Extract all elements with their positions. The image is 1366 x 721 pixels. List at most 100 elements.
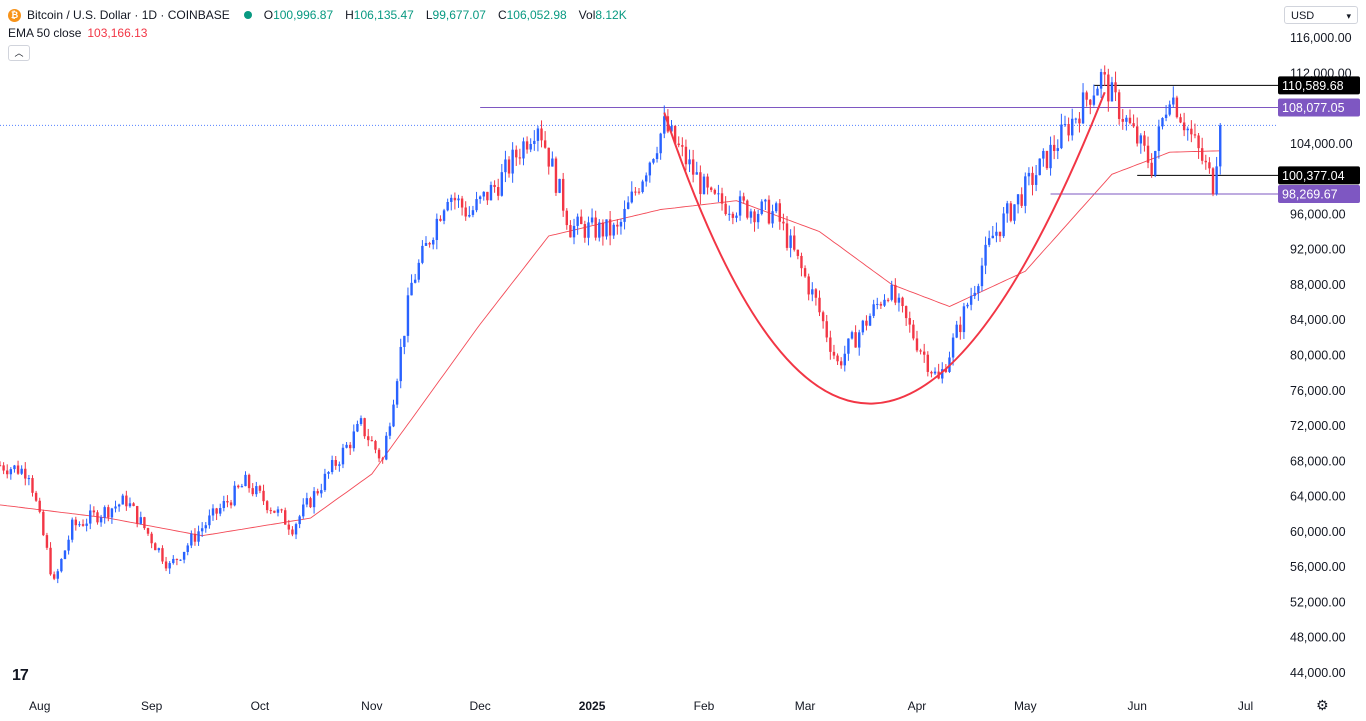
- candle[interactable]: [655, 146, 659, 163]
- candle[interactable]: [89, 504, 92, 530]
- candle[interactable]: [977, 283, 980, 301]
- candle[interactable]: [987, 230, 991, 248]
- candle[interactable]: [312, 487, 316, 514]
- candle[interactable]: [811, 282, 814, 302]
- candle[interactable]: [215, 507, 218, 521]
- candle[interactable]: [1161, 117, 1164, 130]
- candle[interactable]: [1024, 172, 1027, 214]
- candle[interactable]: [540, 120, 543, 148]
- candle[interactable]: [450, 194, 453, 211]
- candle[interactable]: [608, 210, 612, 246]
- currency-select[interactable]: USD ▾: [1284, 6, 1358, 24]
- candle[interactable]: [572, 218, 576, 245]
- candle[interactable]: [258, 484, 262, 494]
- candle[interactable]: [901, 296, 904, 313]
- candle[interactable]: [731, 211, 735, 225]
- candle[interactable]: [363, 417, 366, 439]
- candle[interactable]: [774, 201, 778, 214]
- candle[interactable]: [923, 343, 926, 363]
- candle[interactable]: [1071, 108, 1074, 141]
- candle[interactable]: [547, 147, 550, 175]
- candle[interactable]: [973, 285, 976, 300]
- candle[interactable]: [825, 314, 828, 343]
- candle[interactable]: [139, 511, 142, 525]
- candle[interactable]: [663, 105, 666, 139]
- candle[interactable]: [691, 149, 695, 183]
- candle[interactable]: [435, 213, 439, 250]
- candle[interactable]: [829, 330, 832, 360]
- candle[interactable]: [9, 467, 13, 480]
- candle[interactable]: [858, 329, 861, 356]
- candle[interactable]: [287, 519, 291, 535]
- candle[interactable]: [590, 208, 594, 225]
- candle[interactable]: [525, 136, 529, 154]
- candle[interactable]: [951, 333, 955, 366]
- candle[interactable]: [785, 216, 789, 251]
- candle[interactable]: [962, 302, 966, 339]
- candle[interactable]: [1157, 119, 1161, 159]
- candle[interactable]: [1219, 123, 1222, 175]
- candle[interactable]: [504, 150, 507, 183]
- candle[interactable]: [912, 320, 915, 341]
- candle[interactable]: [348, 442, 352, 455]
- candle[interactable]: [428, 241, 431, 248]
- candle[interactable]: [20, 465, 23, 475]
- candle[interactable]: [222, 495, 226, 512]
- candle[interactable]: [1197, 132, 1200, 159]
- candle[interactable]: [533, 130, 536, 151]
- candle[interactable]: [1078, 112, 1081, 133]
- candle[interactable]: [652, 158, 655, 165]
- candle[interactable]: [641, 179, 644, 194]
- symbol-title[interactable]: Bitcoin / U.S. Dollar · 1D · COINBASE: [27, 8, 230, 22]
- candle[interactable]: [554, 156, 558, 196]
- candle[interactable]: [442, 208, 446, 225]
- candle[interactable]: [1042, 148, 1045, 167]
- candle[interactable]: [388, 422, 392, 440]
- candle[interactable]: [327, 471, 330, 479]
- candle[interactable]: [995, 222, 998, 243]
- candle[interactable]: [735, 212, 738, 223]
- candle[interactable]: [1085, 90, 1088, 107]
- candle[interactable]: [385, 432, 388, 461]
- candle[interactable]: [197, 525, 200, 546]
- candle[interactable]: [6, 464, 9, 479]
- candle[interactable]: [1016, 194, 1020, 214]
- candle[interactable]: [67, 535, 70, 555]
- candle[interactable]: [1204, 154, 1207, 170]
- candle[interactable]: [1074, 117, 1078, 124]
- candle[interactable]: [807, 273, 810, 301]
- candle[interactable]: [536, 125, 540, 152]
- candle[interactable]: [471, 205, 475, 218]
- candle[interactable]: [1110, 76, 1114, 102]
- candle[interactable]: [529, 138, 532, 153]
- candle[interactable]: [352, 424, 355, 452]
- candle[interactable]: [305, 492, 309, 508]
- candle[interactable]: [1009, 201, 1013, 223]
- candle[interactable]: [424, 236, 428, 247]
- candle[interactable]: [31, 475, 34, 497]
- candle[interactable]: [1200, 137, 1204, 165]
- candle[interactable]: [114, 500, 117, 513]
- candle[interactable]: [1052, 135, 1056, 160]
- candle[interactable]: [821, 310, 825, 329]
- candle[interactable]: [1056, 139, 1059, 160]
- candle[interactable]: [1063, 115, 1067, 127]
- candle[interactable]: [1211, 167, 1215, 197]
- candle[interactable]: [1179, 113, 1182, 124]
- candle[interactable]: [460, 195, 464, 216]
- candle[interactable]: [121, 493, 124, 505]
- candle[interactable]: [1002, 207, 1005, 239]
- candle[interactable]: [1190, 120, 1193, 143]
- candle[interactable]: [1089, 98, 1092, 115]
- candle[interactable]: [518, 148, 522, 165]
- candle[interactable]: [551, 151, 554, 167]
- candle[interactable]: [99, 514, 103, 527]
- candle[interactable]: [78, 521, 81, 527]
- candle[interactable]: [1060, 113, 1063, 150]
- candle[interactable]: [63, 550, 67, 560]
- candle[interactable]: [1103, 65, 1106, 86]
- candle[interactable]: [489, 181, 493, 201]
- candle[interactable]: [406, 287, 410, 343]
- candle[interactable]: [543, 131, 547, 149]
- candle[interactable]: [421, 240, 424, 265]
